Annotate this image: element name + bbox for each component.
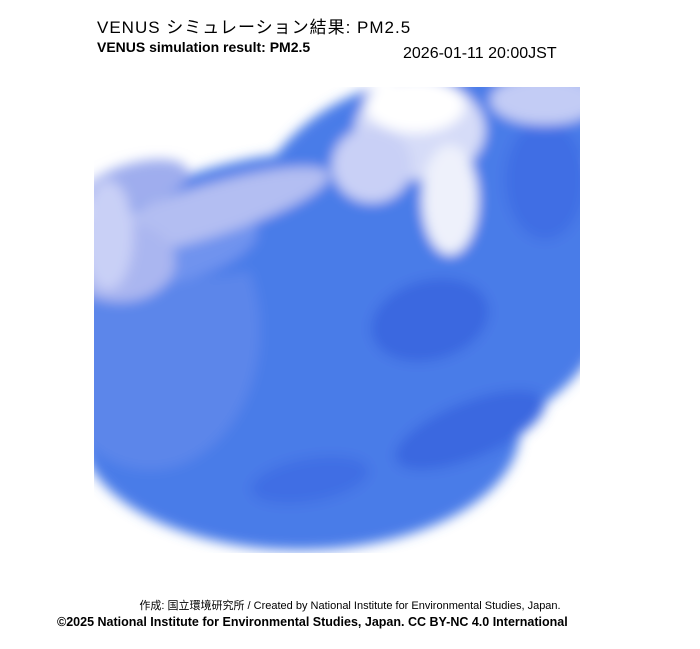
- field-soft-blobs: [94, 87, 580, 550]
- page-title-english: VENUS simulation result: PM2.5: [97, 39, 311, 55]
- credit-line: 作成: 国立環境研究所 / Created by National Instit…: [139, 600, 561, 612]
- copyright-line: ©2025 National Institute for Environment…: [57, 615, 568, 629]
- concentration-field: [94, 87, 580, 553]
- page-title-japanese: VENUS シミュレーション結果: PM2.5: [97, 18, 412, 37]
- valid-time-label: 2026-01-11 20:00JST: [403, 45, 557, 62]
